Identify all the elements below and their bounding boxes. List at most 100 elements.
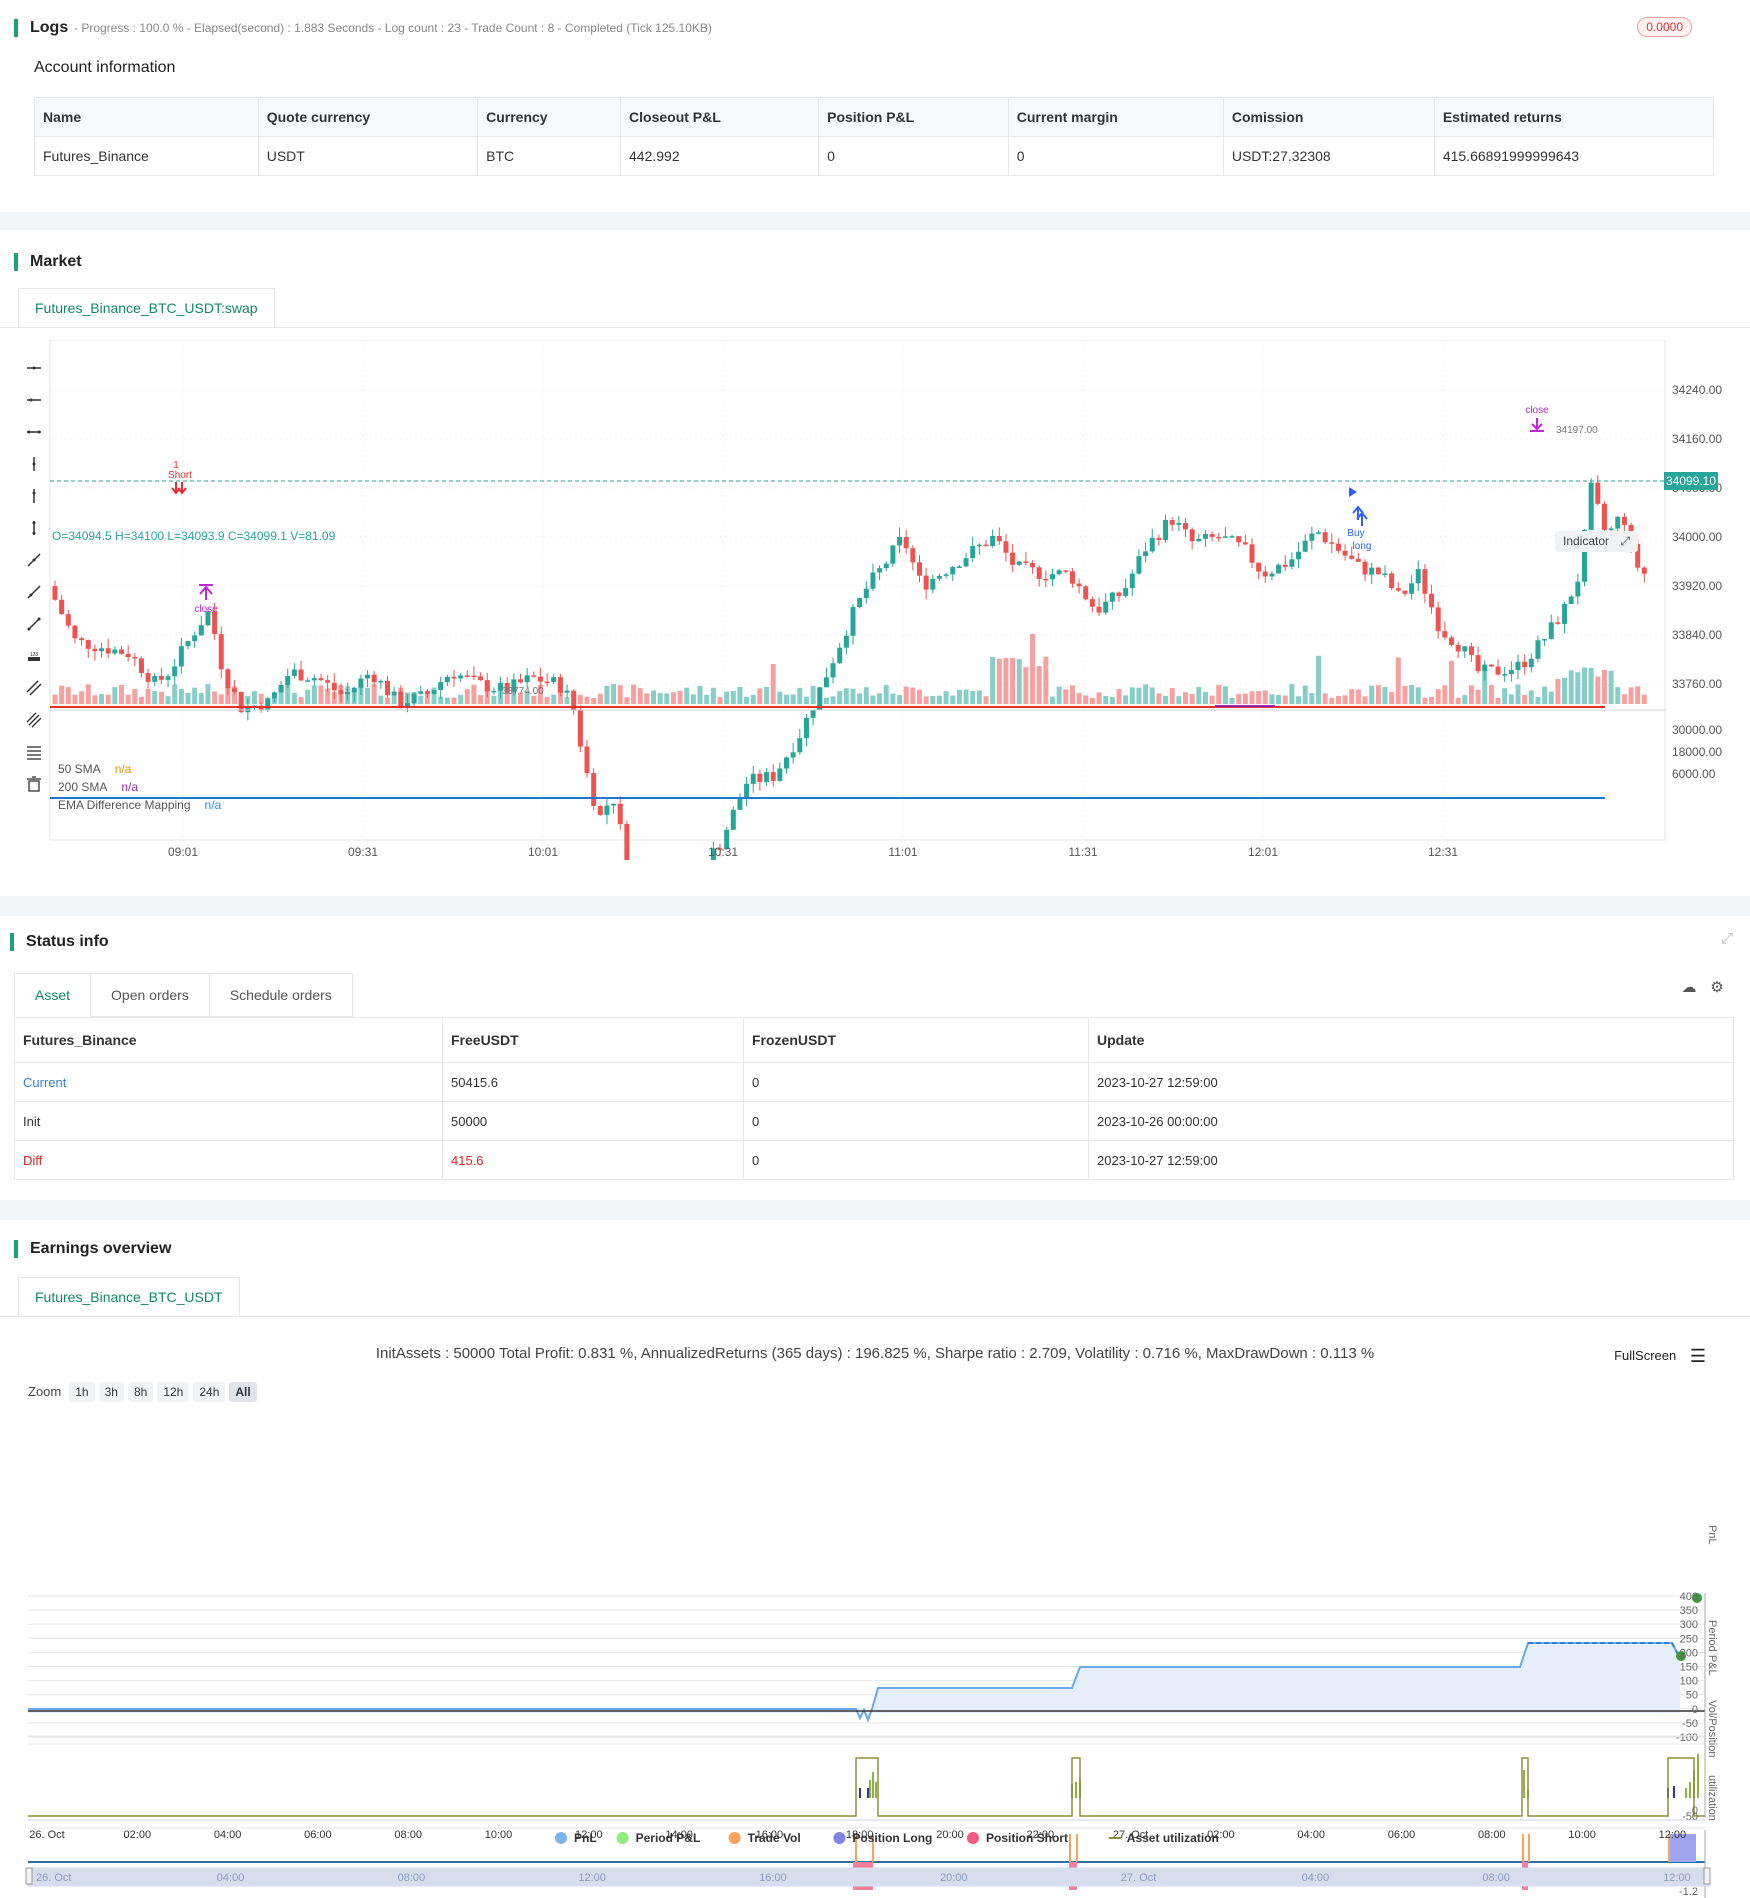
indicator-value: n/a [121, 780, 139, 794]
volume-bar [843, 688, 849, 704]
zoom-8h-button[interactable]: 8h [127, 1382, 154, 1402]
candle [877, 568, 883, 573]
candle [923, 575, 929, 590]
volume-bar [1309, 693, 1315, 704]
low-price-label: 33774.00 [502, 686, 544, 697]
earnings-time-tick: 06:00 [304, 1829, 332, 1841]
gear-icon[interactable]: ⚙ [1710, 979, 1724, 996]
volume-bar [65, 687, 71, 704]
candle [1535, 640, 1541, 659]
navigator-tick: 12:00 [578, 1872, 606, 1884]
volume-bar [737, 686, 743, 704]
legend-item-position-short[interactable]: Position Short [967, 1831, 1068, 1845]
candle [936, 575, 942, 579]
legend-label: Period P&L [636, 1831, 701, 1845]
expand-icon[interactable]: ⤢ [1720, 930, 1733, 947]
segment-tool-icon[interactable] [26, 616, 42, 632]
volume-bar [810, 685, 816, 704]
candle [1202, 534, 1208, 539]
volume-bar [524, 690, 530, 704]
volume-bar [1242, 693, 1248, 704]
status-tab-asset[interactable]: Asset [14, 973, 92, 1017]
navigator-range[interactable] [28, 1869, 1710, 1885]
zoom-3h-button[interactable]: 3h [98, 1382, 124, 1402]
candle [105, 648, 111, 654]
volume-bar [411, 692, 417, 704]
earnings-time-tick: 27. Oct [1113, 1829, 1148, 1841]
legend-item-trade-vol[interactable]: Trade Vol [728, 1831, 801, 1845]
candle [897, 537, 903, 546]
volume-bar [1156, 693, 1162, 704]
horizontal-line-tool-icon[interactable] [26, 360, 42, 376]
navigator-right-handle[interactable] [1703, 1867, 1711, 1885]
fib-retracement-tool-icon[interactable] [26, 744, 42, 760]
candle [1269, 573, 1275, 577]
status-tab-schedule-orders[interactable]: Schedule orders [208, 973, 353, 1017]
pitchfork-tool-icon[interactable] [26, 712, 42, 728]
price-label-tool-icon[interactable]: 123 [26, 648, 42, 664]
volume-bar [1621, 694, 1627, 704]
horizontal-ray-tool-icon[interactable] [26, 392, 42, 408]
vertical-line-tool-icon[interactable] [26, 456, 42, 472]
candle [331, 682, 337, 691]
volume-bar [1615, 687, 1621, 704]
zoom-1h-button[interactable]: 1h [69, 1382, 95, 1402]
earnings-symbol-tab[interactable]: Futures_Binance_BTC_USDT [18, 1277, 240, 1316]
volume-bar [431, 687, 437, 704]
navigator-tick: 27. Oct [1121, 1872, 1156, 1884]
zoom-12h-button[interactable]: 12h [157, 1382, 190, 1402]
ray-line-tool-icon[interactable] [26, 584, 42, 600]
candle [870, 572, 876, 589]
volume-bar [717, 697, 723, 704]
status-tab-open-orders[interactable]: Open orders [90, 973, 210, 1017]
candle [1575, 581, 1581, 597]
legend-item-asset-utilization[interactable]: Asset utilization [1108, 1831, 1219, 1845]
legend-item-period-p-l[interactable]: Period P&L [616, 1831, 701, 1845]
volume-bar [145, 688, 151, 704]
indicator-legend-item[interactable]: 200 SMA n/a [58, 778, 221, 796]
cloud-download-icon[interactable]: ☁ [1681, 979, 1697, 996]
indicator-legend-item[interactable]: 50 SMA n/a [58, 760, 221, 778]
candle [1289, 559, 1295, 567]
indicator-button[interactable]: Indicator ⤢ [1555, 531, 1638, 552]
candle [1103, 601, 1109, 613]
volume-bar [1562, 677, 1568, 704]
candle [1183, 523, 1188, 530]
legend-item-pnl[interactable]: PnL [555, 1831, 597, 1845]
time-tick: 11:01 [888, 845, 917, 859]
chart-frame [49, 340, 1666, 841]
volume-bar [943, 691, 949, 704]
candle [385, 680, 390, 696]
extended-line-tool-icon[interactable] [26, 424, 42, 440]
trash-icon[interactable] [26, 776, 42, 792]
candle [784, 757, 789, 769]
asset-cell-free: 415.6 [442, 1140, 744, 1180]
asset-cell-label: Current [14, 1062, 443, 1102]
volume-bar [1269, 694, 1275, 704]
volume-bar [1462, 695, 1468, 704]
candle [777, 768, 783, 781]
volume-bar [1089, 697, 1095, 704]
zoom-all-button[interactable]: All [229, 1382, 257, 1402]
candle [212, 611, 218, 635]
market-symbol-tab[interactable]: Futures_Binance_BTC_USDT:swap [18, 288, 275, 327]
volume-bar [238, 697, 244, 704]
legend-item-position-long[interactable]: Position Long [833, 1831, 932, 1845]
parallel-channel-tool-icon[interactable] [26, 680, 42, 696]
expand-icon: ⤢ [1620, 534, 1630, 548]
vertical-ray-tool-icon[interactable] [26, 488, 42, 504]
earnings-chart[interactable]: 400 350 300 250 200 150 100 50 0 -50 -100 -50 [0, 1398, 1750, 1898]
fullscreen-button[interactable]: FullScreen ☰ [1614, 1346, 1706, 1367]
vertical-segment-tool-icon[interactable] [26, 520, 42, 536]
volume-bar [424, 690, 430, 704]
zoom-24h-button[interactable]: 24h [193, 1382, 226, 1402]
indicator-legend-item[interactable]: EMA Difference Mapping n/a [58, 796, 221, 814]
candle [577, 709, 583, 747]
volume-bar [338, 685, 344, 704]
market-chart[interactable]: 34240.0034160.0034080.0034000.0033920.00… [0, 340, 1750, 860]
navigator-left-handle[interactable] [25, 1867, 33, 1885]
candle [710, 848, 716, 860]
menu-icon[interactable]: ☰ [1689, 1346, 1706, 1366]
trend-line-tool-icon[interactable] [26, 552, 42, 568]
candle [192, 635, 198, 642]
